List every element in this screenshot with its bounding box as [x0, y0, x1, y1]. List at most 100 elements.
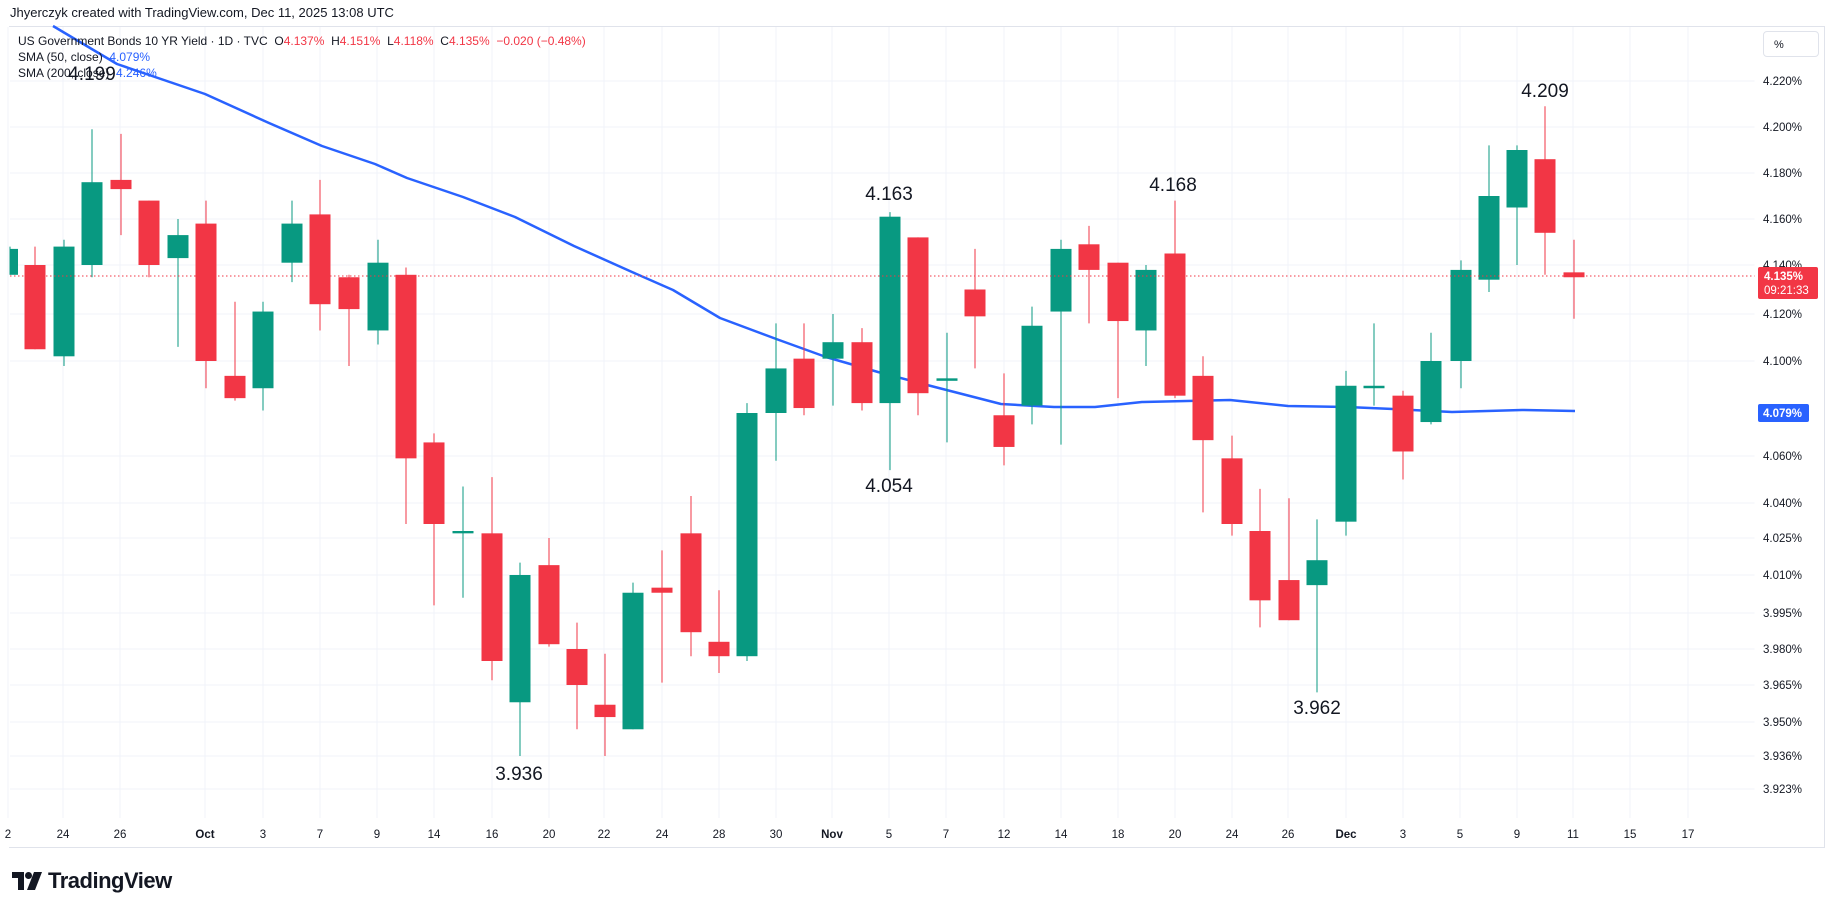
price-axis[interactable]: 4.220%4.200%4.180%4.160%4.140%4.120%4.10… — [1754, 27, 1802, 818]
time-tick-label: 24 — [656, 829, 669, 841]
time-tick-label: Nov — [821, 829, 843, 841]
symbol-title[interactable]: US Government Bonds 10 YR Yield · 1D · T… — [18, 34, 268, 48]
low-label: L — [387, 34, 394, 48]
candle-body — [1478, 196, 1500, 280]
candle-body — [680, 533, 702, 633]
candle-body — [907, 237, 929, 394]
open-label: O — [274, 34, 284, 48]
time-tick-label: 5 — [1457, 829, 1463, 841]
time-tick-label: 18 — [1112, 829, 1125, 841]
price-unit-button[interactable]: % — [1763, 31, 1819, 57]
candle — [1164, 200, 1186, 399]
high-low-annotations: 4.199 3.936 4.163 4.054 4.168 3.962 4.209 — [68, 64, 1569, 785]
candle-body — [53, 246, 75, 357]
candle — [964, 248, 986, 369]
candle — [1221, 435, 1243, 536]
candles — [9, 106, 1585, 756]
time-tick-label: Dec — [1335, 829, 1357, 841]
candle-body — [195, 223, 217, 361]
sma-50-line — [52, 24, 1576, 414]
open-value: 4.137% — [283, 34, 325, 48]
extreme-value-label: 3.936 — [495, 764, 543, 785]
sma50-row[interactable]: SMA (50, close) 4.079% — [18, 49, 586, 65]
candle — [1392, 390, 1414, 480]
price-tick-label: 3.965% — [1763, 680, 1802, 692]
candle — [1278, 498, 1300, 621]
candle — [509, 562, 531, 756]
candle — [1420, 332, 1442, 425]
time-tick-label: 7 — [943, 829, 949, 841]
price-tick-label: 3.923% — [1763, 784, 1802, 796]
last-price-tag — [1758, 267, 1818, 299]
candle-body — [1534, 159, 1556, 233]
candle — [24, 246, 46, 350]
candle-body — [138, 200, 160, 265]
candle-body — [708, 641, 730, 657]
price-tick-label: 4.200% — [1763, 122, 1802, 134]
price-tick-label: 4.100% — [1763, 356, 1802, 368]
candle-body — [367, 262, 389, 331]
candle-body — [1450, 269, 1472, 361]
candle — [367, 239, 389, 345]
price-tick-label: 4.040% — [1763, 498, 1802, 510]
candle — [594, 653, 616, 756]
candle-body — [566, 649, 588, 685]
candle — [252, 301, 274, 411]
candle — [879, 212, 901, 471]
chart-credit: Jhyerczyk created with TradingView.com, … — [10, 5, 394, 20]
price-tick-label: 4.180% — [1763, 168, 1802, 180]
candle — [452, 486, 474, 598]
candle-body — [10, 248, 18, 275]
candle-body — [594, 704, 616, 718]
candle-body — [1107, 262, 1129, 322]
time-axis[interactable]: 2 24 26 Oct 3 7 9 14 16 20 22 24 28 30 Nov 5 7 12 14 18 20 24… — [5, 829, 1695, 841]
candle — [338, 274, 360, 366]
candle — [1563, 239, 1585, 319]
price-tags: 4.135% 09:21:33 4.079% — [1758, 267, 1818, 422]
sma200-label: SMA (200, close) — [18, 66, 110, 80]
candle-body — [736, 413, 758, 657]
candle — [1478, 145, 1500, 292]
high-label: H — [331, 34, 340, 48]
time-tick-label: 22 — [598, 829, 611, 841]
candle-body — [252, 311, 274, 389]
symbol-row: US Government Bonds 10 YR Yield · 1D · T… — [18, 33, 586, 49]
last-price-tag-value: 4.135% — [1764, 271, 1803, 283]
candle-body — [765, 368, 787, 413]
extreme-value-label: 3.962 — [1293, 698, 1341, 719]
candle — [851, 328, 873, 411]
time-tick-label: 20 — [1169, 829, 1182, 841]
candle — [1249, 488, 1271, 628]
candle-body — [964, 289, 986, 317]
time-tick-label: 15 — [1624, 829, 1637, 841]
candle-body — [24, 265, 46, 350]
candle-body — [1392, 395, 1414, 452]
time-tick-label: 20 — [543, 829, 556, 841]
candle — [395, 267, 417, 524]
sma200-row[interactable]: SMA (200, close) 4.246% — [18, 65, 586, 81]
price-tick-label: 4.010% — [1763, 570, 1802, 582]
candle-body — [1278, 580, 1300, 621]
candle-body — [1221, 458, 1243, 524]
candle — [1450, 260, 1472, 389]
price-tick-label: 4.025% — [1763, 533, 1802, 545]
low-value: 4.118% — [393, 34, 434, 48]
time-tick-label: 5 — [886, 829, 892, 841]
price-tick-label: 4.060% — [1763, 451, 1802, 463]
candle-body — [822, 342, 844, 359]
candle — [793, 323, 815, 416]
price-tick-label: 4.160% — [1763, 214, 1802, 226]
sma50-label: SMA (50, close) — [18, 50, 103, 64]
candle — [538, 538, 560, 647]
tradingview-logo[interactable]: TradingView — [12, 868, 172, 894]
time-tick-label: 26 — [114, 829, 127, 841]
candle-body — [81, 182, 103, 265]
time-tick-label: 2 — [5, 829, 11, 841]
price-tick-label: 3.995% — [1763, 608, 1802, 620]
extreme-value-label: 4.199 — [68, 64, 116, 85]
high-value: 4.151% — [339, 34, 381, 48]
time-tick-label: 26 — [1282, 829, 1295, 841]
candle — [1021, 306, 1043, 425]
close-label: C — [440, 34, 449, 48]
